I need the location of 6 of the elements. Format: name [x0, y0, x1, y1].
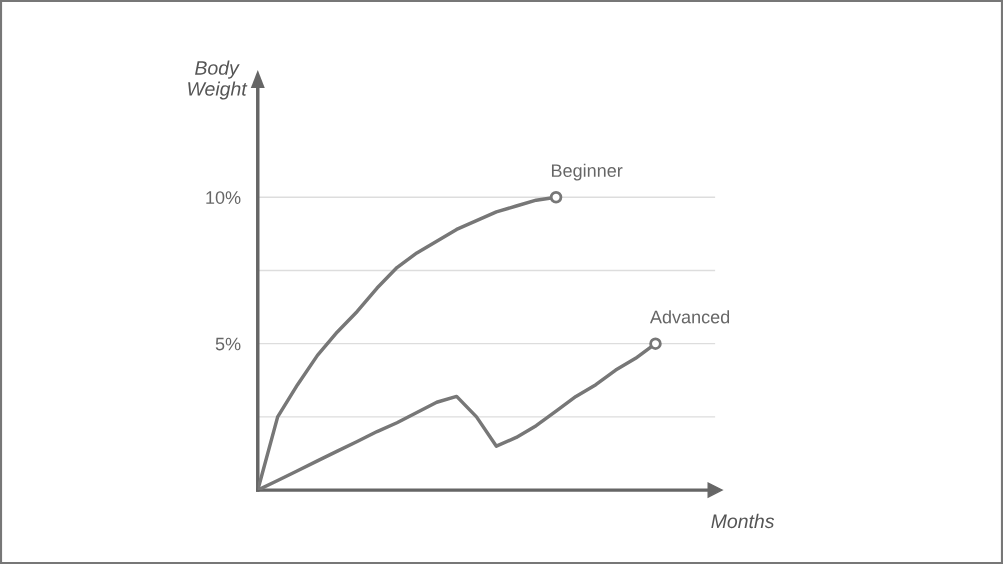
y-axis-title: Body Weight — [188, 60, 248, 100]
series-label: Beginner — [551, 163, 623, 181]
x-axis-title: Months — [711, 513, 775, 529]
series-label: Advanced — [649, 310, 730, 324]
y-tick-label: 10% — [206, 191, 241, 204]
y-tick-label: 5% — [215, 337, 241, 351]
